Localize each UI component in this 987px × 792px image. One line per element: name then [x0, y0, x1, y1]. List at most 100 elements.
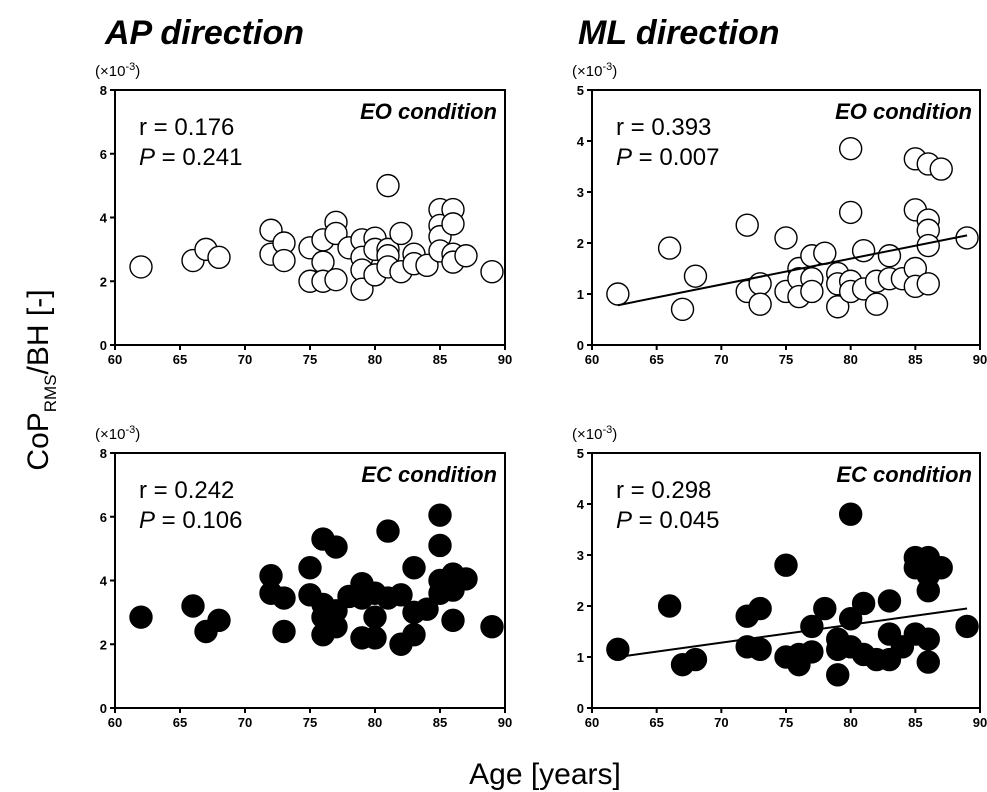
y-tick-label: 2 [577, 599, 584, 614]
regression-line [617, 234, 968, 307]
x-tick-label: 75 [779, 352, 793, 367]
x-tick-label: 65 [649, 715, 663, 730]
x-tick-label: 60 [108, 352, 122, 367]
axis-scale-base: (×10 [95, 426, 125, 443]
column-title-ap: AP direction [104, 14, 304, 52]
axis-scale-close: ) [612, 63, 617, 80]
data-point [800, 279, 824, 304]
p-value-text: P = 0.045 [616, 507, 719, 534]
data-point [774, 553, 798, 577]
y-tick-label: 3 [577, 185, 584, 200]
y-tick-label: 4 [577, 134, 585, 149]
x-tick-label: 80 [843, 352, 857, 367]
x-tick-label: 90 [973, 715, 987, 730]
y-tick-label: 0 [100, 701, 107, 716]
column-title-ml: ML direction [578, 14, 780, 52]
p-label: P [139, 144, 155, 171]
data-point [838, 502, 863, 526]
data-point [864, 292, 889, 316]
data-point [606, 637, 630, 662]
axis-scale-base: (×10 [572, 426, 602, 443]
data-point [683, 264, 708, 288]
axis-scale-close: ) [612, 426, 617, 443]
x-tick-label: 70 [714, 352, 728, 367]
p-label: P [139, 507, 155, 534]
data-point [415, 597, 439, 621]
y-tick-label: 4 [100, 211, 108, 226]
data-point [877, 244, 902, 268]
condition-label: EO condition [360, 99, 497, 124]
p-label: P [616, 507, 632, 534]
axis-scale-label: (×10-3) [95, 61, 140, 80]
data-point [748, 292, 772, 316]
data-point [363, 605, 387, 629]
axis-scale-base: (×10 [572, 63, 602, 80]
condition-label: EO condition [835, 99, 972, 124]
data-point [916, 650, 940, 674]
x-tick-label: 70 [238, 352, 252, 367]
data-point [129, 255, 153, 279]
data-point [606, 282, 630, 306]
y-axis-label-subscript: RMS [41, 374, 60, 412]
x-tick-label: 90 [498, 352, 512, 367]
data-point [272, 248, 296, 273]
panel-1: 60 65 70 75 80 85 90 0 2 4 6 8 (×10-3) EO condition r … [95, 61, 512, 367]
x-tick-label: 90 [973, 352, 987, 367]
y-tick-label: 8 [100, 83, 107, 98]
data-point [324, 535, 348, 559]
y-tick-label: 0 [577, 338, 584, 353]
axis-scale-label: (×10-3) [572, 424, 617, 443]
data-point [480, 615, 504, 639]
y-axis-label: CoPRMS/BH [-] [22, 289, 60, 470]
y-tick-label: 0 [100, 338, 107, 353]
data-point [298, 556, 322, 580]
data-point [800, 614, 824, 639]
p-value: = 0.106 [155, 507, 242, 534]
p-value-text: P = 0.241 [139, 144, 242, 171]
x-tick-label: 80 [368, 352, 382, 367]
data-point [480, 259, 504, 284]
data-point [683, 647, 708, 672]
data-point [441, 212, 465, 236]
axis-scale-exponent: -3 [602, 424, 612, 436]
data-point [363, 626, 387, 650]
y-axis-label-main: CoP [22, 412, 55, 470]
y-tick-label: 8 [100, 446, 107, 461]
condition-label: EC condition [836, 462, 972, 487]
data-point [324, 615, 348, 639]
x-tick-label: 85 [433, 715, 447, 730]
p-value: = 0.241 [155, 144, 242, 171]
data-point [376, 173, 400, 198]
data-point [851, 591, 876, 616]
p-label: P [616, 144, 632, 171]
data-point [402, 622, 426, 647]
axis-scale-label: (×10-3) [95, 424, 140, 443]
data-point [376, 519, 400, 543]
data-point [838, 136, 863, 161]
x-tick-label: 65 [649, 352, 663, 367]
data-point [272, 619, 296, 644]
data-point [389, 221, 413, 246]
data-point [428, 533, 452, 558]
x-tick-label: 80 [368, 715, 382, 730]
data-point [929, 157, 953, 181]
x-tick-label: 85 [908, 715, 922, 730]
data-point [428, 503, 452, 527]
p-value: = 0.007 [632, 144, 719, 171]
x-tick-label: 75 [303, 352, 317, 367]
y-tick-label: 1 [577, 650, 584, 665]
data-point [774, 226, 798, 250]
y-axis-label-rest: /BH [-] [22, 289, 55, 374]
axis-scale-label: (×10-3) [572, 61, 617, 80]
y-tick-label: 5 [577, 83, 584, 98]
data-point [813, 241, 837, 265]
y-tick-label: 4 [577, 497, 585, 512]
x-tick-label: 60 [108, 715, 122, 730]
x-tick-label: 85 [908, 352, 922, 367]
data-point [324, 267, 348, 292]
data-point [454, 244, 478, 268]
axis-scale-exponent: -3 [125, 424, 135, 436]
x-tick-label: 70 [238, 715, 252, 730]
